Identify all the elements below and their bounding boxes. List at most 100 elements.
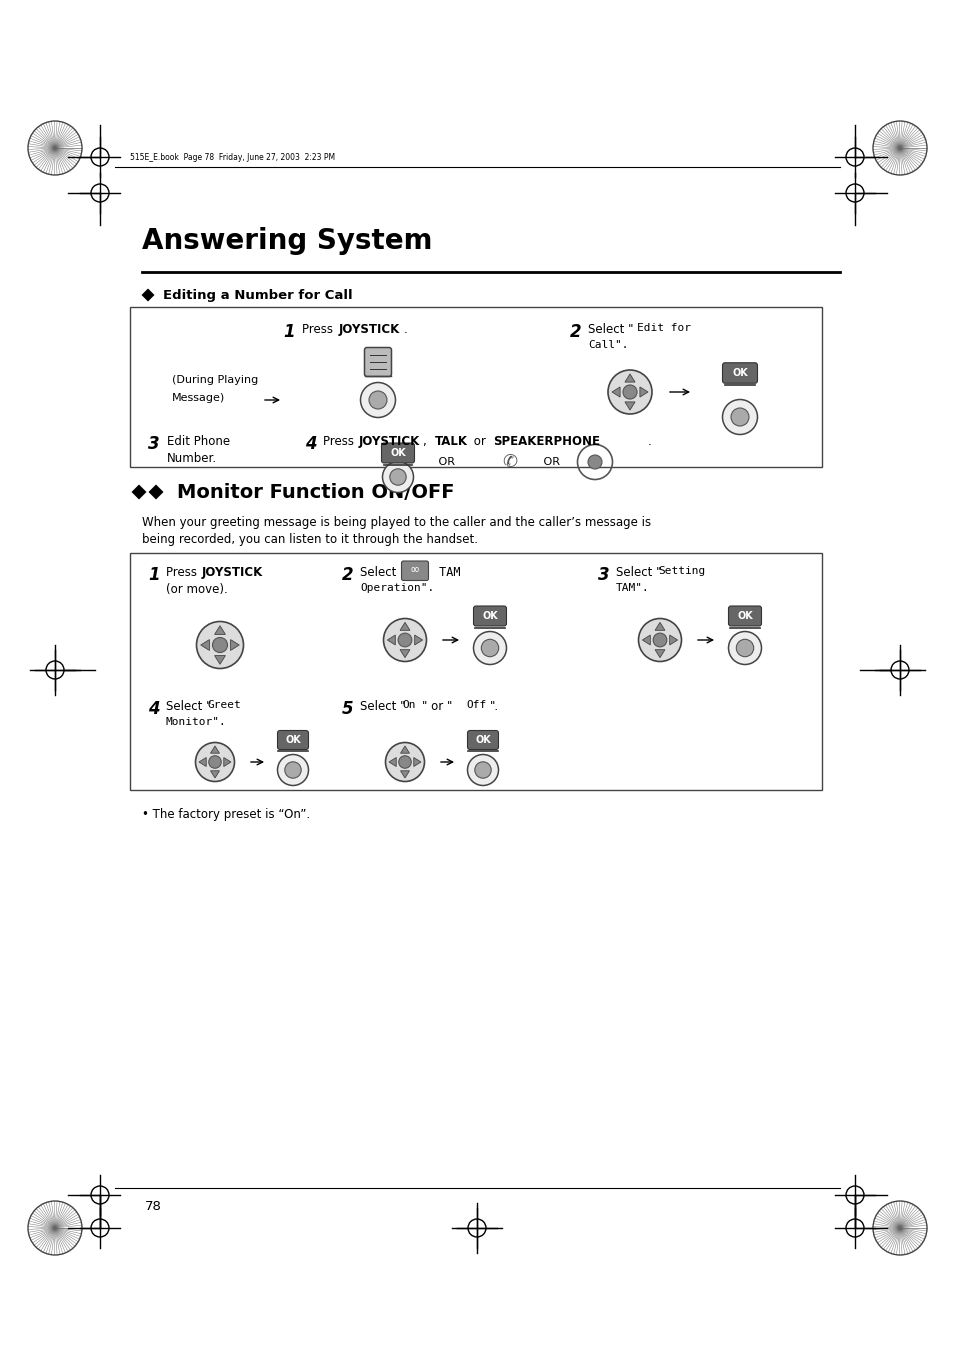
Circle shape xyxy=(369,390,387,409)
Text: being recorded, you can listen to it through the handset.: being recorded, you can listen to it thr… xyxy=(142,534,477,546)
Text: OK: OK xyxy=(731,367,747,378)
FancyBboxPatch shape xyxy=(401,561,428,581)
Polygon shape xyxy=(400,771,409,778)
Text: OK: OK xyxy=(475,735,491,744)
Polygon shape xyxy=(214,655,225,665)
Text: Select ": Select " xyxy=(166,700,212,713)
FancyBboxPatch shape xyxy=(728,607,760,626)
Text: oo: oo xyxy=(410,566,419,574)
Text: .: . xyxy=(403,323,407,336)
Polygon shape xyxy=(624,401,635,411)
Text: TALK: TALK xyxy=(435,435,468,449)
Text: Answering System: Answering System xyxy=(142,227,432,255)
Polygon shape xyxy=(231,639,239,650)
Text: Select ": Select " xyxy=(359,700,405,713)
Circle shape xyxy=(390,469,406,485)
Circle shape xyxy=(475,762,491,778)
Circle shape xyxy=(213,638,227,653)
Polygon shape xyxy=(639,386,647,397)
Text: Edit Phone: Edit Phone xyxy=(167,435,230,449)
FancyBboxPatch shape xyxy=(277,731,308,750)
Bar xyxy=(130,553,821,790)
Text: " or ": " or " xyxy=(421,700,452,713)
Bar xyxy=(130,307,821,467)
Text: Operation".: Operation". xyxy=(359,584,434,593)
Text: Call".: Call". xyxy=(587,340,628,350)
Circle shape xyxy=(473,631,506,665)
Polygon shape xyxy=(200,639,210,650)
Circle shape xyxy=(467,754,498,785)
Circle shape xyxy=(622,385,637,399)
Circle shape xyxy=(382,462,413,493)
Polygon shape xyxy=(624,374,635,382)
FancyBboxPatch shape xyxy=(467,731,498,750)
Text: Select ": Select " xyxy=(616,566,660,580)
Text: Greet: Greet xyxy=(208,700,241,711)
Text: (or move).: (or move). xyxy=(166,584,228,596)
Text: Press: Press xyxy=(302,323,336,336)
Text: OK: OK xyxy=(390,449,405,458)
Circle shape xyxy=(736,639,753,657)
Polygon shape xyxy=(211,771,219,778)
Polygon shape xyxy=(655,623,664,631)
Text: (During Playing: (During Playing xyxy=(172,376,258,385)
Text: 2: 2 xyxy=(341,566,354,584)
Circle shape xyxy=(397,634,412,647)
Text: TAM".: TAM". xyxy=(616,584,649,593)
Text: • The factory preset is “On”.: • The factory preset is “On”. xyxy=(142,808,310,821)
Polygon shape xyxy=(211,746,219,754)
Polygon shape xyxy=(415,635,422,644)
Circle shape xyxy=(195,743,234,781)
Text: 3: 3 xyxy=(148,435,159,453)
FancyBboxPatch shape xyxy=(721,363,757,384)
Circle shape xyxy=(285,762,301,778)
Polygon shape xyxy=(399,650,410,658)
Polygon shape xyxy=(611,386,619,397)
Circle shape xyxy=(587,455,601,469)
Text: 78: 78 xyxy=(145,1200,162,1213)
Text: Press: Press xyxy=(166,566,200,580)
Text: 4: 4 xyxy=(148,700,159,717)
Polygon shape xyxy=(149,485,163,500)
Polygon shape xyxy=(141,289,154,301)
Circle shape xyxy=(209,755,221,769)
Polygon shape xyxy=(669,635,677,644)
Text: SPEAKERPHONE: SPEAKERPHONE xyxy=(493,435,599,449)
Text: When your greeting message is being played to the caller and the caller’s messag: When your greeting message is being play… xyxy=(142,516,651,530)
Circle shape xyxy=(607,370,651,413)
FancyBboxPatch shape xyxy=(473,607,506,626)
Circle shape xyxy=(360,382,395,417)
Text: JOYSTICK: JOYSTICK xyxy=(202,566,263,580)
Text: OK: OK xyxy=(481,611,497,621)
Text: JOYSTICK: JOYSTICK xyxy=(358,435,420,449)
Text: .: . xyxy=(647,435,651,449)
Text: Message): Message) xyxy=(172,393,225,403)
Text: Select ": Select " xyxy=(359,566,405,580)
Circle shape xyxy=(653,634,666,647)
Polygon shape xyxy=(389,758,395,766)
Text: Off: Off xyxy=(465,700,486,711)
Circle shape xyxy=(728,631,760,665)
Circle shape xyxy=(730,408,748,426)
Text: 1: 1 xyxy=(148,566,159,584)
Circle shape xyxy=(721,400,757,435)
Polygon shape xyxy=(214,626,225,635)
Text: OK: OK xyxy=(285,735,300,744)
Circle shape xyxy=(385,743,424,781)
Text: OK: OK xyxy=(737,611,752,621)
Text: Select ": Select " xyxy=(587,323,633,336)
Text: 5: 5 xyxy=(341,700,354,717)
Polygon shape xyxy=(387,635,395,644)
Text: 2: 2 xyxy=(569,323,581,340)
Text: 515E_E.book  Page 78  Friday, June 27, 2003  2:23 PM: 515E_E.book Page 78 Friday, June 27, 200… xyxy=(130,154,335,162)
Text: Monitor".: Monitor". xyxy=(166,717,227,727)
Text: Editing a Number for Call: Editing a Number for Call xyxy=(163,289,353,301)
Circle shape xyxy=(277,754,308,785)
Polygon shape xyxy=(199,758,206,766)
Text: Press: Press xyxy=(323,435,357,449)
Circle shape xyxy=(398,755,411,769)
Text: OR: OR xyxy=(435,457,458,467)
Polygon shape xyxy=(641,635,650,644)
Text: On: On xyxy=(401,700,416,711)
Text: Number.: Number. xyxy=(167,453,217,465)
